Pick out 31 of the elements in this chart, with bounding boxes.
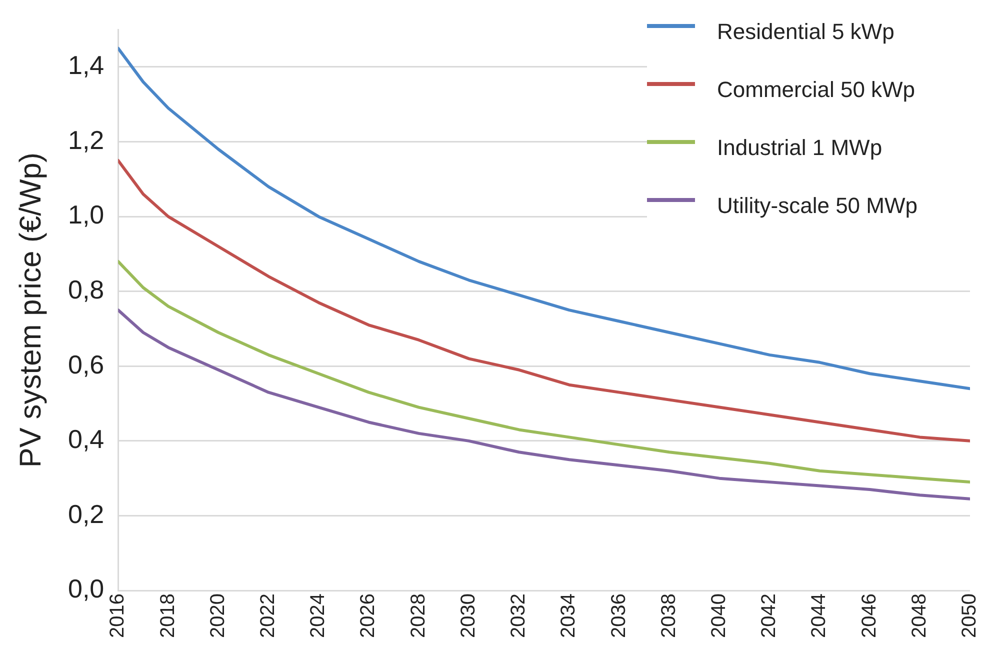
x-tick-label: 2044: [808, 594, 830, 638]
x-tick-label: 2022: [256, 594, 279, 638]
y-tick-label: 0,0: [68, 574, 104, 604]
legend-label: Industrial 1 MWp: [717, 135, 882, 160]
y-tick-label: 1,4: [68, 50, 104, 80]
x-tick-label: 2026: [357, 594, 380, 638]
x-tick-label: 2038: [658, 594, 680, 638]
x-tick-label: 2016: [106, 594, 129, 638]
legend-label: Commercial 50 kWp: [717, 77, 916, 102]
legend-label: Utility-scale 50 MWp: [717, 193, 918, 218]
x-tick-label: 2024: [307, 594, 330, 638]
x-tick-label: 2034: [558, 594, 580, 638]
y-tick-label: 1,2: [68, 124, 104, 155]
y-tick-label: 1,0: [68, 200, 104, 230]
y-tick-label: 0,4: [68, 424, 104, 454]
x-tick-label: 2040: [708, 594, 730, 638]
y-axis-title: PV system price (€/Wp): [14, 152, 48, 468]
x-tick-label: 2048: [908, 594, 930, 638]
x-tick-label: 2042: [758, 594, 780, 638]
x-tick-label: 2046: [858, 594, 880, 638]
legend-label: Residential 5 kWp: [717, 19, 894, 44]
x-tick-label: 2050: [958, 594, 981, 638]
x-tick-label: 2032: [508, 594, 530, 638]
y-tick-label: 0,8: [68, 274, 104, 305]
y-tick-label: 0,2: [68, 498, 104, 529]
x-tick-label: 2020: [206, 594, 229, 638]
x-tick-label: 2028: [407, 594, 430, 638]
x-tick-label: 2030: [457, 594, 480, 638]
y-tick-label: 0,6: [68, 349, 104, 380]
x-tick-label: 2018: [156, 594, 179, 638]
x-tick-label: 2036: [608, 594, 630, 638]
